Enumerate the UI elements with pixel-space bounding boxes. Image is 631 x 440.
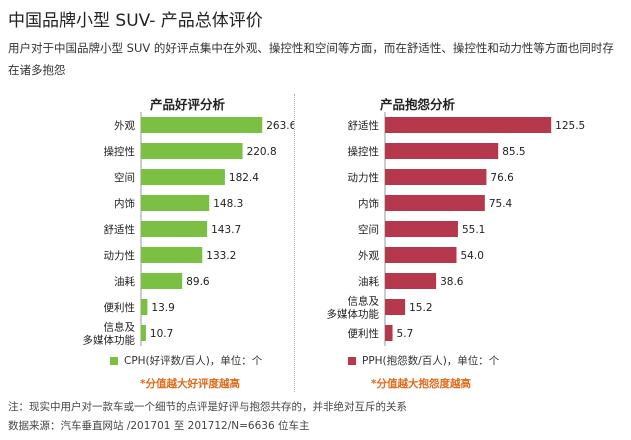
cph-value-label: 133.2 xyxy=(206,250,236,262)
cph-category-label: 油耗 xyxy=(114,275,135,288)
pph-category-label: 空间 xyxy=(358,223,379,236)
legend-label-pph: PPH(抱怨数/百人)，单位：个 xyxy=(362,355,500,367)
pph-value-label: 38.6 xyxy=(440,276,464,288)
cph-value-label: 13.9 xyxy=(151,302,174,314)
pph-value-label: 15.2 xyxy=(409,302,432,314)
pph-value-label: 76.6 xyxy=(490,172,514,184)
pph-bar xyxy=(385,325,393,341)
legend-swatch-pph xyxy=(348,356,356,365)
legend-swatch-cph xyxy=(110,356,118,365)
cph-category-label: 外观 xyxy=(114,120,135,132)
cph-category-label: 空间 xyxy=(114,171,135,184)
cph-value-label: 182.4 xyxy=(229,172,259,184)
legend-label-cph: CPH(好评数/百人)，单位：个 xyxy=(124,355,263,367)
pph-category-label: 内饰 xyxy=(358,197,379,210)
cph-category-label: 便利性 xyxy=(104,301,136,314)
pph-bar xyxy=(385,195,485,211)
cph-value-label: 263.6 xyxy=(266,120,294,132)
cph-category-label: 操控性 xyxy=(104,145,136,158)
pph-category-label: 舒适性 xyxy=(348,119,380,132)
cph-bar xyxy=(141,117,263,133)
pph-category-label: 操控性 xyxy=(348,145,380,158)
pph-value-label: 85.5 xyxy=(502,146,525,158)
cph-value-label: 10.7 xyxy=(150,328,173,340)
pph-value-label: 54.0 xyxy=(461,250,484,262)
cph-bar xyxy=(141,169,225,185)
pph-category-label: 油耗 xyxy=(358,275,379,288)
data-source: 数据来源：汽车垂直网站 /201701 至 201712/N=6636 位车主 xyxy=(8,420,310,432)
pph-bar xyxy=(385,169,487,185)
cph-value-label: 143.7 xyxy=(211,224,241,236)
footnote: 注：现实中用户对一款车或一个细节的点评是好评与抱怨共存的，并非绝对互斥的关系 xyxy=(8,401,407,413)
positive-review-chart: 263.6 外观 220.8 操控性 182.4 空间 148.3 内饰 143.7 舒适性 133… xyxy=(83,112,294,347)
chart-divider xyxy=(294,94,295,392)
cph-bar xyxy=(141,221,208,237)
pph-bar xyxy=(385,273,437,289)
pph-value-label: 55.1 xyxy=(462,224,485,236)
cph-bar xyxy=(141,273,183,289)
page-subtitle: 用户对于中国品牌小型 SUV 的好评点集中在外观、操控性和空间等方面，而在舒适性… xyxy=(8,41,614,77)
cph-bar xyxy=(141,195,210,211)
cph-bar xyxy=(141,247,203,263)
cph-category-label: 信息及多媒体功能 xyxy=(83,321,136,347)
cph-category-label: 舒适性 xyxy=(104,223,136,236)
pph-bar xyxy=(385,221,458,237)
cph-category-label: 内饰 xyxy=(114,197,135,210)
cph-bar xyxy=(141,143,243,159)
complaint-chart: 125.5 舒适性 85.5 操控性 76.6 动力性 75.4 内饰 55.1 空间 54.0 外观… xyxy=(327,112,585,346)
right-chart-note: *分值越大抱怨度越高 xyxy=(371,378,471,390)
pph-category-label: 外观 xyxy=(358,250,379,262)
right-legend: PPH(抱怨数/百人)，单位：个 xyxy=(348,353,499,368)
cph-value-label: 89.6 xyxy=(186,276,210,288)
pph-value-label: 5.7 xyxy=(397,328,414,340)
cph-bar xyxy=(141,325,146,341)
cph-value-label: 220.8 xyxy=(247,146,277,158)
pph-category-label: 信息及多媒体功能 xyxy=(327,295,380,321)
cph-value-label: 148.3 xyxy=(213,198,243,210)
pph-category-label: 便利性 xyxy=(348,327,380,340)
cph-category-label: 动力性 xyxy=(104,249,136,262)
pph-bar xyxy=(385,299,406,315)
pph-value-label: 125.5 xyxy=(555,120,585,132)
page-title: 中国品牌小型 SUV- 产品总体评价 xyxy=(8,11,263,31)
pph-bar xyxy=(385,117,552,133)
left-chart-note: *分值越大好评度越高 xyxy=(140,378,240,390)
left-chart-title: 产品好评分析 xyxy=(150,97,226,112)
cph-bar xyxy=(141,299,148,315)
pph-category-label: 动力性 xyxy=(348,171,380,184)
right-chart-title: 产品抱怨分析 xyxy=(380,97,456,112)
pph-bar xyxy=(385,247,457,263)
pph-value-label: 75.4 xyxy=(489,198,513,210)
left-legend: CPH(好评数/百人)，单位：个 xyxy=(110,353,262,368)
pph-bar xyxy=(385,143,499,159)
